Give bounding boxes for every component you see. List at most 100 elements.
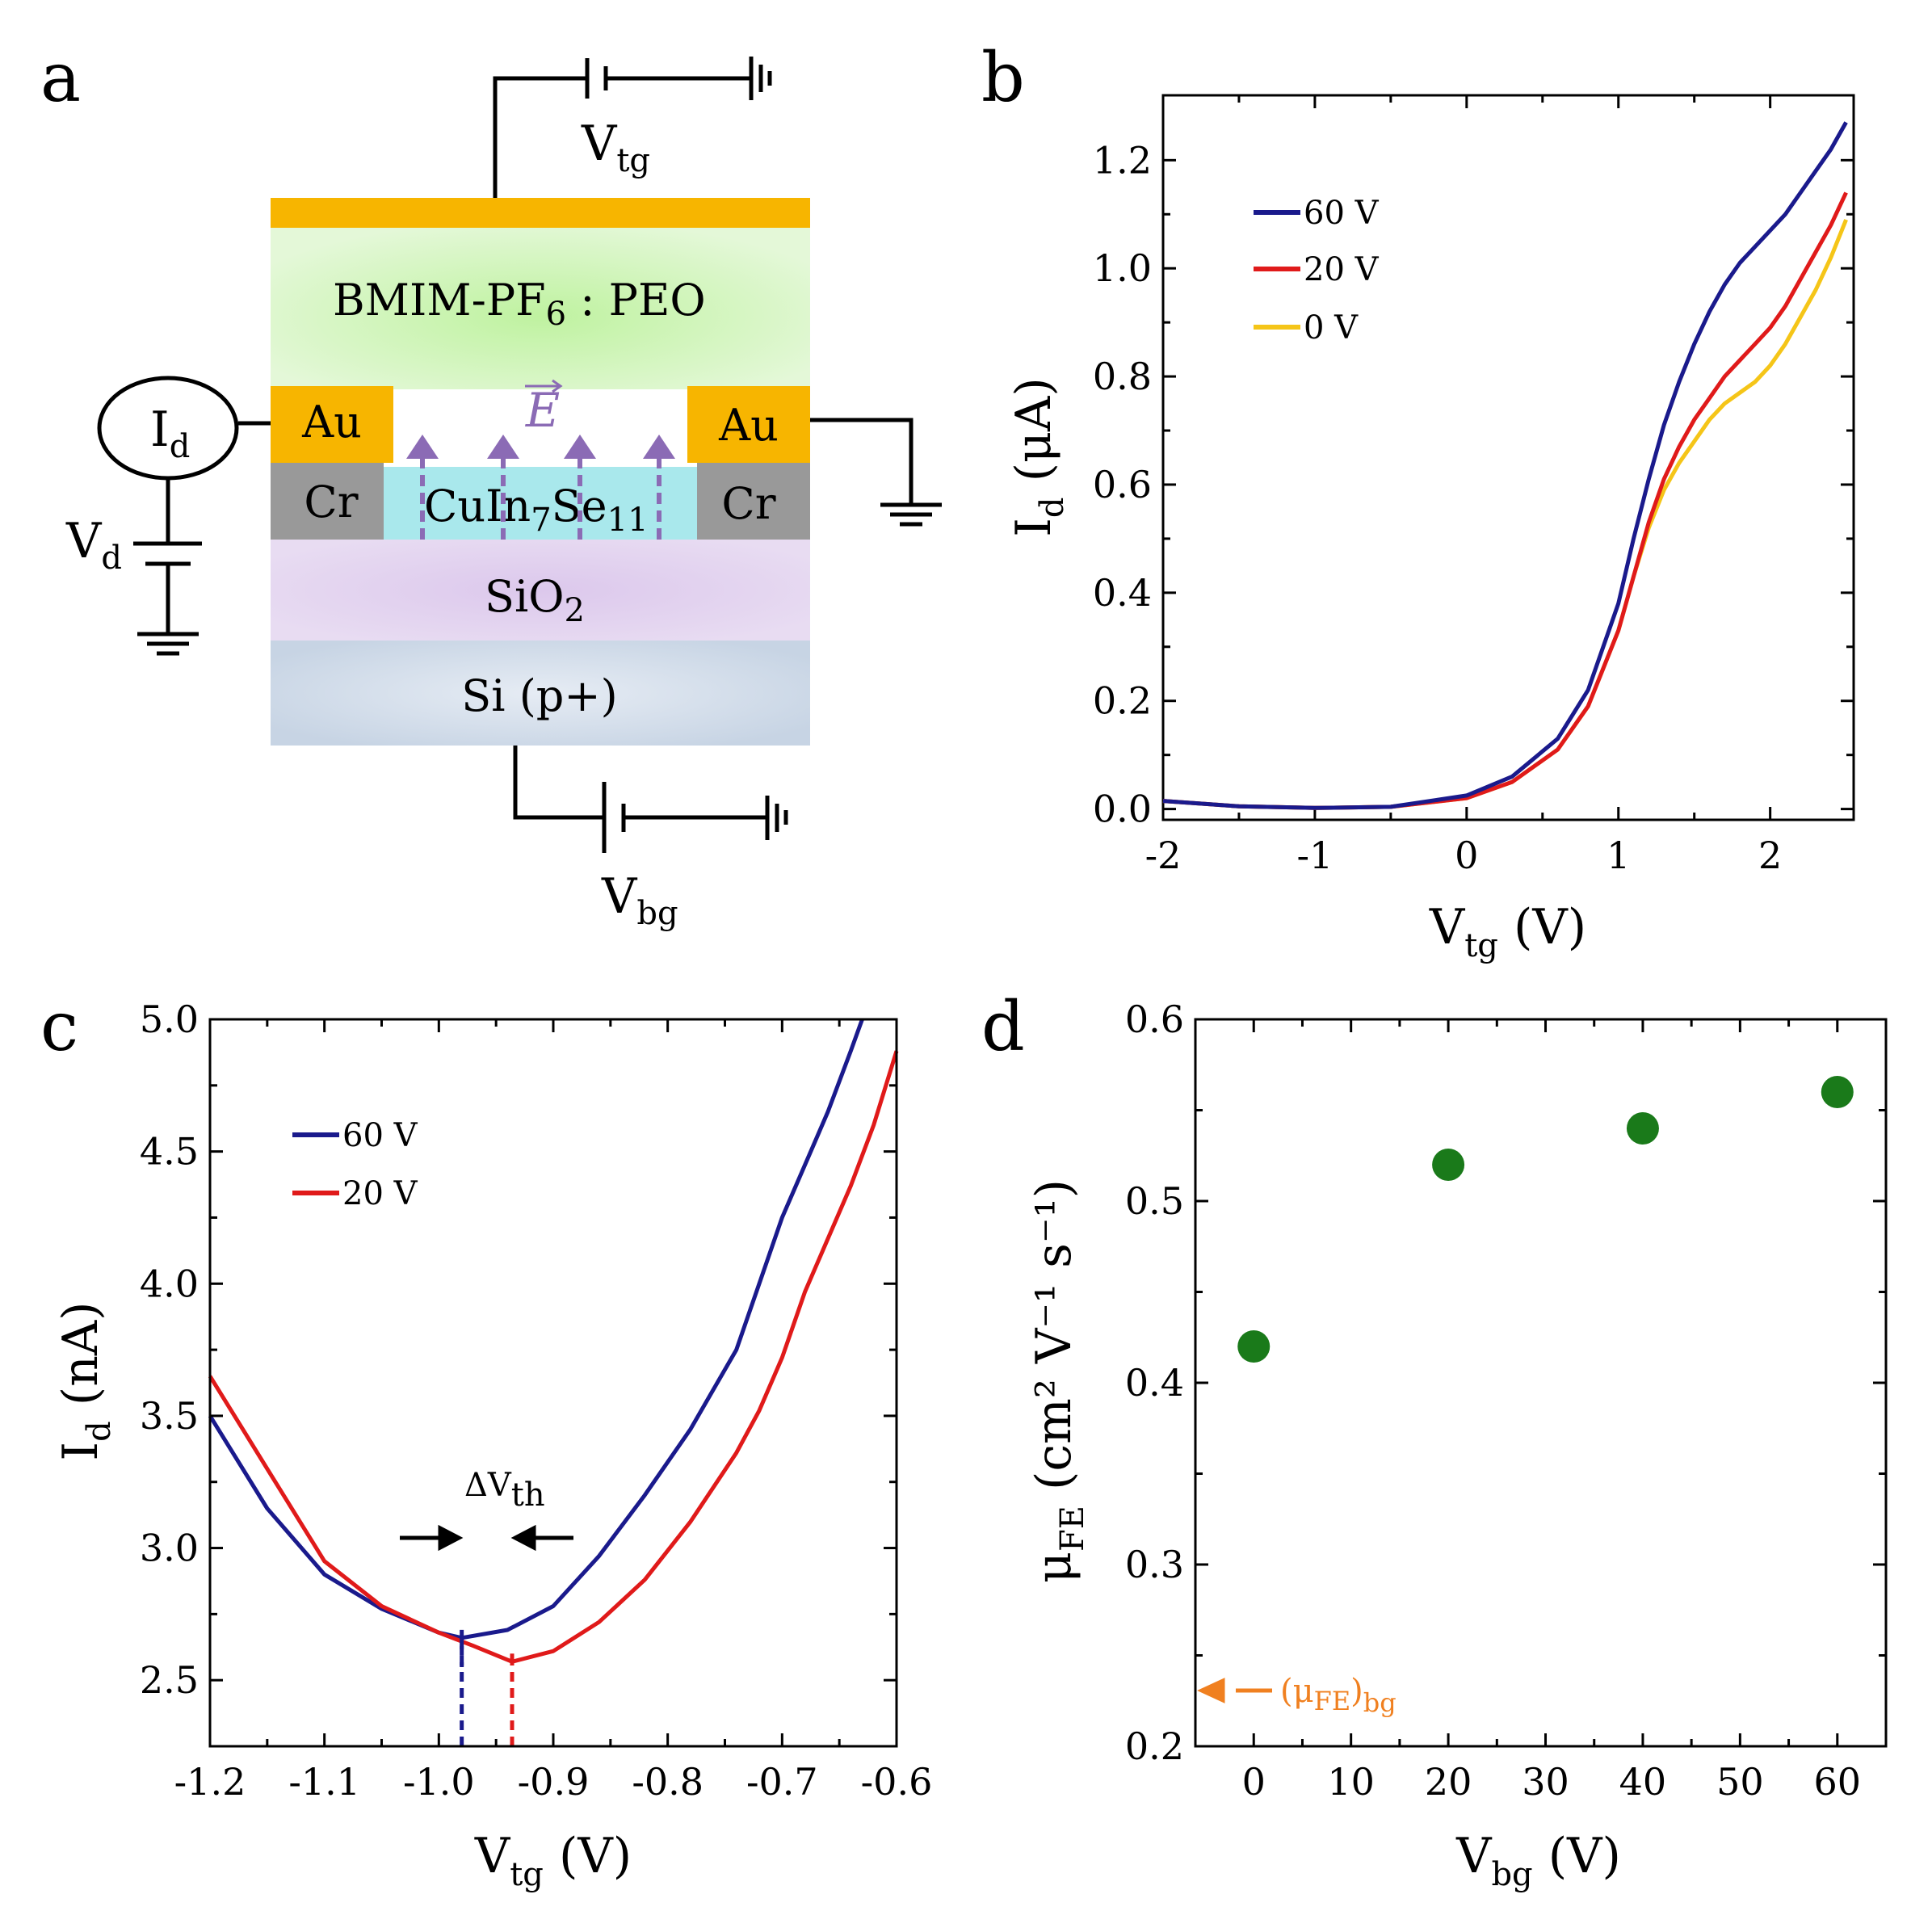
panel-a: a BMIM-PF6 : PEO Au Au Cr Cr CuIn7Se11 S…: [40, 38, 942, 932]
legend-label-60v-c: 60 V: [342, 1117, 418, 1154]
series-line-20v: [208, 1050, 899, 1664]
x-tick-label: 1: [1606, 834, 1630, 877]
panel-letter-b: b: [981, 38, 1025, 117]
plot-frame-d: [1194, 1018, 1888, 1748]
panel-b: b -2 -1 0 1 2 0.0 0.2 0.4 0.6 0.8 1.0 1.2 60 V 20 V…: [981, 38, 1855, 964]
y-axis-label-d: μFE (cm² V⁻¹ s⁻¹): [1026, 1179, 1091, 1583]
x-tick-label: -1.2: [174, 1760, 246, 1804]
y-tick-label: 0.4: [1125, 1361, 1184, 1405]
cr-right-label: Cr: [721, 478, 775, 529]
sio2-layer: [271, 540, 810, 641]
source-ground: [810, 418, 942, 527]
plot-frame-b: [1161, 94, 1855, 821]
panel-c: c -1.2 -1.1 -1.0 -0.9 -0.8 -0.7 -0.6 2.5 3.0 3.5 4…: [40, 987, 932, 1893]
legend-label-0v: 0 V: [1304, 309, 1359, 347]
legend-label-60v: 60 V: [1304, 195, 1380, 232]
curves-b: [1162, 121, 1848, 810]
top-gate-electrode: [271, 198, 810, 228]
x-tick-label: 0: [1455, 834, 1478, 877]
electrolyte-label: BMIM-PF6 : PEO: [333, 275, 706, 333]
data-point: [1626, 1112, 1659, 1145]
x-tick-label: 40: [1619, 1760, 1667, 1804]
si-substrate: [271, 641, 810, 746]
y-tick-label: 1.2: [1093, 138, 1152, 182]
x-tick-label: 50: [1716, 1760, 1764, 1804]
cr-right-layer: [697, 463, 810, 540]
ticks-c: -1.2 -1.1 -1.0 -0.9 -0.8 -0.7 -0.6 2.5 3.0 3.5 4.0…: [140, 998, 933, 1804]
sio2-label: SiO2: [485, 571, 585, 629]
back-gate-circuit: [513, 746, 788, 853]
x-axis-label-b: Vtg (V): [1429, 899, 1586, 964]
efield-vector-arrow-icon: [525, 379, 563, 393]
channel-label: CuIn7Se11: [424, 481, 649, 539]
x-tick-label: -2: [1145, 834, 1182, 877]
delta-vth-label: ΔVth: [464, 1467, 545, 1514]
panel-letter-c: c: [40, 987, 78, 1066]
x-tick-label: 0: [1242, 1760, 1266, 1804]
ticks-b: -2 -1 0 1 2 0.0 0.2 0.4 0.6 0.8 1.0 1.2: [1093, 95, 1854, 877]
au-left-contact: [271, 386, 393, 463]
cr-left-layer: [271, 463, 384, 540]
x-tick-label: 10: [1327, 1760, 1375, 1804]
y-tick-label: 4.0: [140, 1262, 199, 1305]
x-axis-label-d: Vbg (V): [1455, 1828, 1621, 1893]
au-right-label: Au: [718, 400, 779, 451]
y-tick-label: 0.2: [1125, 1724, 1184, 1768]
au-right-contact: [687, 386, 810, 463]
annotation-arrow-icon: [1197, 1678, 1272, 1703]
plot-frame-c: [208, 1018, 898, 1748]
au-left-label: Au: [301, 397, 362, 447]
id-meter-label: Id: [150, 401, 190, 465]
si-label: Si (p+): [461, 670, 617, 721]
series-line-60v: [208, 1019, 864, 1640]
series-line-0v: [1162, 219, 1848, 810]
x-axis-label-c: Vtg (V): [474, 1828, 632, 1893]
data-point: [1432, 1149, 1465, 1181]
panel-letter-a: a: [40, 38, 81, 117]
curves-c: [208, 1019, 899, 1746]
y-tick-label: 3.0: [140, 1527, 199, 1570]
cr-left-label: Cr: [304, 477, 358, 527]
x-tick-label: -0.8: [632, 1760, 704, 1804]
vd-label: Vd: [65, 513, 122, 577]
x-tick-label: 30: [1522, 1760, 1569, 1804]
x-tick-label: -1: [1297, 834, 1334, 877]
x-tick-label: 2: [1758, 834, 1782, 877]
y-tick-label: 0.6: [1125, 998, 1184, 1041]
x-tick-label: -0.7: [746, 1760, 818, 1804]
y-tick-label: 2.5: [140, 1658, 199, 1702]
delta-vth-left-arrow-icon: [400, 1524, 464, 1552]
y-axis-label-c: Id (nA): [52, 1301, 118, 1460]
data-point: [1821, 1076, 1854, 1108]
x-tick-label: -0.9: [518, 1760, 590, 1804]
panel-letter-d: d: [981, 987, 1025, 1066]
cuinse-channel: [384, 467, 697, 540]
y-tick-label: 0.3: [1125, 1543, 1184, 1586]
points-d: [1237, 1076, 1854, 1363]
series-line-60v: [1162, 121, 1848, 810]
x-tick-label: -1.1: [288, 1760, 360, 1804]
y-tick-label: 0.4: [1093, 571, 1152, 615]
y-axis-label-b: Id (μA): [1006, 377, 1071, 537]
electrolyte-layer: [271, 228, 810, 389]
series-line-20v: [1162, 191, 1848, 810]
y-tick-label: 5.0: [140, 998, 199, 1041]
y-tick-label: 0.6: [1093, 463, 1152, 506]
x-tick-label: 60: [1814, 1760, 1862, 1804]
y-tick-label: 0.0: [1093, 788, 1152, 831]
panel-d: d 0 10 20 30 40 50 60 0.2 0.3 0.4 0.5 0.6 (μFE)bg V…: [981, 987, 1888, 1893]
y-tick-label: 0.5: [1125, 1179, 1184, 1223]
x-tick-label: 20: [1425, 1760, 1472, 1804]
efield-arrowheads: [406, 435, 675, 459]
efield-arrows: [420, 452, 662, 540]
vtg-label: Vtg: [581, 116, 650, 179]
delta-vth-right-arrow-icon: [510, 1524, 573, 1552]
ticks-d: 0 10 20 30 40 50 60 0.2 0.3 0.4 0.5 0.6: [1125, 998, 1886, 1804]
x-tick-label: -1.0: [403, 1760, 475, 1804]
mu-fe-bg-annotation: (μFE)bg: [1280, 1673, 1396, 1718]
y-tick-label: 3.5: [140, 1394, 199, 1438]
y-tick-label: 1.0: [1093, 246, 1152, 290]
data-point: [1237, 1330, 1270, 1363]
y-tick-label: 0.2: [1093, 679, 1152, 723]
